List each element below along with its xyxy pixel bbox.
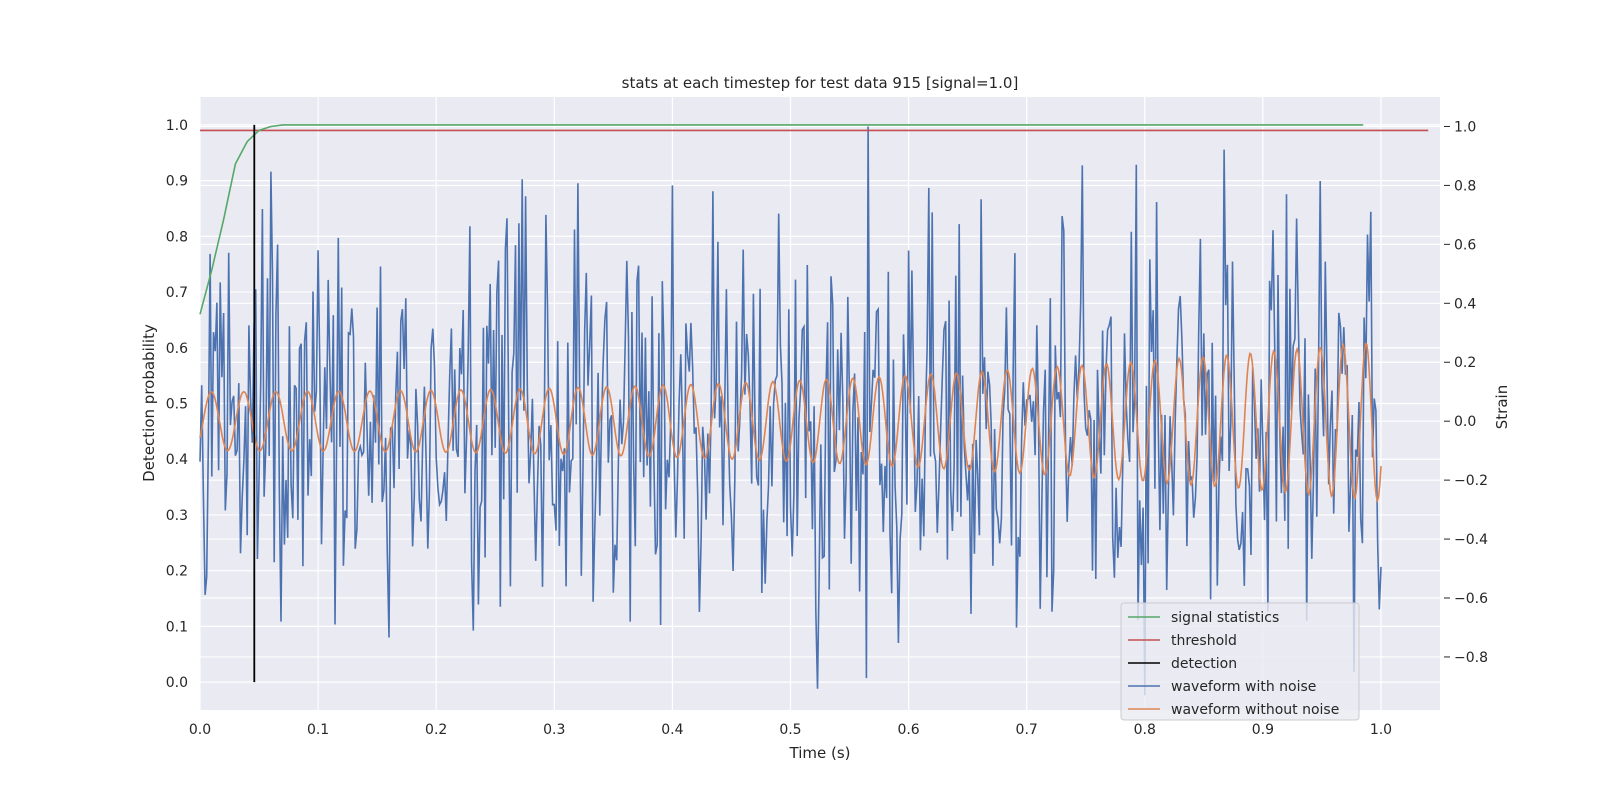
legend-item-detection: detection bbox=[1128, 656, 1237, 672]
x-tick-label: 0.3 bbox=[543, 722, 565, 738]
y-axis-title: Detection probability bbox=[140, 324, 158, 482]
y2-axis-title: Strain bbox=[1493, 385, 1511, 429]
x-tick-label: 0.7 bbox=[1016, 722, 1038, 738]
y-tick-label: 0.1 bbox=[166, 619, 188, 635]
plot-series bbox=[199, 124, 1429, 696]
legend-label: threshold bbox=[1171, 633, 1237, 649]
y2-tick-label: −0.6 bbox=[1454, 591, 1488, 607]
x-tick-label: 0.4 bbox=[661, 722, 683, 738]
x-tick-label: 0.2 bbox=[425, 722, 447, 738]
axis-ticks: 0.0 0.1 0.2 0.3 0.4 0.5 0.6 0.7 0.8 0.9 1.0 0.0 0.1 0… bbox=[166, 118, 1488, 738]
y-tick-label: 0.7 bbox=[166, 285, 188, 301]
legend-label: signal statistics bbox=[1171, 610, 1279, 626]
x-tick-label: 0.6 bbox=[897, 722, 919, 738]
y-tick-label: 1.0 bbox=[166, 118, 188, 134]
y-tick-label: 0.8 bbox=[166, 229, 188, 245]
x-tick-label: 0.5 bbox=[779, 722, 801, 738]
chart-title: stats at each timestep for test data 915… bbox=[622, 74, 1019, 92]
x-tick-label: 0.0 bbox=[189, 722, 211, 738]
legend-item-waveform-with-noise: waveform with noise bbox=[1128, 679, 1316, 695]
y2-tick-label: 0.4 bbox=[1454, 296, 1476, 312]
legend-box bbox=[1120, 602, 1360, 721]
legend-label: waveform with noise bbox=[1171, 679, 1316, 695]
legend-item-waveform-without-noise: waveform without noise bbox=[1128, 702, 1339, 718]
y-tick-label: 0.0 bbox=[166, 675, 188, 691]
y-tick-label: 0.3 bbox=[166, 508, 188, 524]
y-tick-label: 0.6 bbox=[166, 341, 188, 357]
y-tick-label: 0.9 bbox=[166, 174, 188, 190]
legend-label: detection bbox=[1171, 656, 1237, 672]
y2-tick-label: 0.6 bbox=[1454, 237, 1476, 253]
y2-tick-label: 1.0 bbox=[1454, 119, 1476, 135]
y-tick-label: 0.5 bbox=[166, 397, 188, 413]
y-tick-label: 0.2 bbox=[166, 564, 188, 580]
legend-item-signal-statistics: signal statistics bbox=[1128, 610, 1279, 626]
x-tick-label: 0.1 bbox=[307, 722, 329, 738]
y2-tick-label: −0.8 bbox=[1454, 650, 1488, 666]
y-tick-label: 0.4 bbox=[166, 452, 188, 468]
x-tick-label: 1.0 bbox=[1370, 722, 1392, 738]
x-axis-title: Time (s) bbox=[789, 744, 851, 762]
y2-tick-label: 0.8 bbox=[1454, 178, 1476, 194]
y2-tick-label: −0.4 bbox=[1454, 532, 1488, 548]
y2-tick-label: 0.2 bbox=[1454, 355, 1476, 371]
series-signal-statistics bbox=[199, 124, 1364, 315]
legend-item-threshold: threshold bbox=[1128, 633, 1237, 649]
x-tick-label: 0.8 bbox=[1134, 722, 1156, 738]
legend: signal statistics threshold detection wa… bbox=[1120, 602, 1360, 721]
y2-tick-label: 0.0 bbox=[1454, 414, 1476, 430]
legend-label: waveform without noise bbox=[1171, 702, 1339, 718]
y2-tick-label: −0.2 bbox=[1454, 473, 1488, 489]
x-tick-label: 0.9 bbox=[1252, 722, 1274, 738]
series-waveform-without-noise bbox=[199, 342, 1382, 504]
